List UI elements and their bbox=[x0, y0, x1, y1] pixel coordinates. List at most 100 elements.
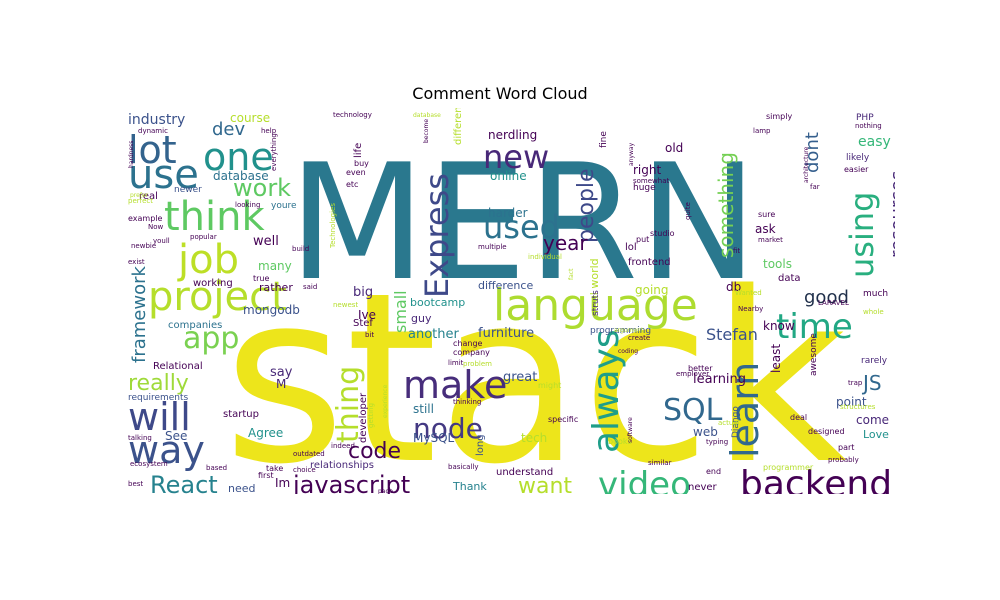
word-anyway: anyway bbox=[628, 142, 635, 166]
word-relationships: relationships bbox=[310, 460, 374, 471]
word-companies: companies bbox=[168, 320, 222, 331]
word-sql: SQL bbox=[663, 393, 723, 428]
word-long: long bbox=[475, 434, 486, 456]
word-newest: newest bbox=[333, 301, 358, 309]
word-company: company bbox=[453, 348, 490, 357]
word-database: database bbox=[213, 169, 269, 183]
word-put: put bbox=[636, 235, 649, 244]
word-mern: MERN bbox=[288, 129, 758, 316]
word-real-world: real world bbox=[588, 258, 601, 313]
word-db: db bbox=[726, 280, 741, 294]
word-easier: easier bbox=[844, 165, 869, 174]
word-laravel: LARAVEL bbox=[818, 299, 849, 307]
word-use: use bbox=[128, 152, 199, 198]
word-nothing: nothing bbox=[855, 122, 882, 130]
word-experience: experience bbox=[382, 384, 389, 418]
word-limit: limit bbox=[448, 359, 464, 367]
word-bit: bit bbox=[365, 331, 374, 339]
word-javascript: javascript bbox=[292, 471, 410, 494]
word-least: least bbox=[769, 344, 783, 373]
word-wanted: Wanted bbox=[735, 289, 762, 297]
word-mysql: MySQL bbox=[413, 431, 455, 445]
word-learning: learning bbox=[693, 372, 746, 387]
word-mongodb: mongodb bbox=[243, 303, 300, 317]
word-dynamic: dynamic bbox=[138, 127, 168, 135]
word-problem: problem bbox=[463, 360, 492, 368]
word-express: Express bbox=[418, 173, 456, 298]
word-im: Im bbox=[275, 476, 290, 490]
word-php: PHP bbox=[856, 113, 874, 123]
word-never: never bbox=[688, 482, 718, 493]
word-similar: similar bbox=[648, 459, 672, 467]
word-nerdling: nerdling bbox=[488, 128, 537, 142]
word-thank: Thank bbox=[452, 480, 487, 493]
word-now: Now bbox=[148, 223, 164, 231]
word-specific: specific bbox=[548, 415, 578, 424]
word-looking: looking bbox=[235, 201, 260, 209]
word-will: will bbox=[128, 395, 191, 439]
word-choice: choice bbox=[293, 466, 316, 474]
word-better: better bbox=[688, 364, 713, 373]
word-agree: Agree bbox=[248, 426, 283, 440]
word-outdated: outdated bbox=[293, 450, 325, 458]
word-newbie: newbie bbox=[131, 242, 156, 250]
word-requirements: requirements bbox=[128, 393, 189, 403]
word-thinking: thinking bbox=[453, 398, 481, 406]
word-technology: technology bbox=[333, 111, 372, 119]
word-video: video bbox=[598, 465, 691, 494]
word-designed: designed bbox=[808, 427, 845, 436]
word-love: Love bbox=[863, 428, 889, 441]
word-good: good bbox=[804, 287, 849, 308]
word-somewhat: somewhat bbox=[633, 177, 670, 185]
word-typing: typing bbox=[706, 438, 728, 446]
word-market: market bbox=[758, 236, 783, 244]
word-indeed: indeed bbox=[331, 442, 355, 450]
word-new: new bbox=[483, 138, 549, 176]
word-startup: startup bbox=[223, 409, 259, 420]
word-individual: individual bbox=[528, 253, 562, 261]
word-basically: basically bbox=[448, 463, 479, 471]
word-lot: lot bbox=[128, 128, 177, 172]
word-resources: resources bbox=[887, 171, 895, 258]
word-rarely: rarely bbox=[861, 356, 888, 366]
word-etc: etc bbox=[346, 180, 358, 189]
word-change: change bbox=[453, 339, 483, 348]
word-still: still bbox=[413, 402, 434, 416]
word-backend: backend bbox=[740, 464, 892, 494]
word-know: know bbox=[763, 319, 795, 333]
word-framework: framework bbox=[129, 265, 150, 363]
word-getting: getting bbox=[367, 403, 375, 428]
word-job: job bbox=[177, 237, 239, 283]
word-one: one bbox=[203, 135, 274, 179]
word-many: many bbox=[258, 259, 292, 273]
word-probably: probably bbox=[828, 456, 859, 464]
word-coding: coding bbox=[618, 348, 638, 355]
word-working: working bbox=[193, 278, 233, 289]
word-part: part bbox=[838, 443, 854, 452]
word-react: React bbox=[150, 471, 218, 494]
word-life: life bbox=[353, 143, 364, 158]
word-something: something bbox=[714, 152, 738, 258]
word-big: big bbox=[353, 285, 373, 300]
word-course: course bbox=[230, 111, 270, 125]
word-year: year bbox=[543, 231, 588, 255]
word-online: online bbox=[490, 169, 527, 183]
word-guy: guy bbox=[411, 312, 432, 325]
word-tools: tools bbox=[763, 257, 792, 271]
word-buy: buy bbox=[354, 159, 369, 168]
word-ask: ask bbox=[755, 222, 776, 236]
word-stack: stack bbox=[223, 243, 847, 494]
word-used: used bbox=[483, 208, 560, 246]
word-true: true bbox=[253, 274, 269, 283]
word-help: help bbox=[261, 127, 277, 135]
word-industry: industry bbox=[128, 112, 185, 128]
word-argument: argument bbox=[614, 327, 644, 334]
word-project: project bbox=[148, 274, 287, 320]
word-huge: huge bbox=[633, 183, 656, 193]
word-awesome: awesome bbox=[809, 333, 819, 376]
word-youre: youre bbox=[271, 201, 297, 211]
word-say: say bbox=[270, 365, 293, 380]
word-old: old bbox=[665, 141, 683, 155]
word-stef: Stef bbox=[353, 318, 373, 329]
word-tech: tech bbox=[521, 431, 547, 445]
